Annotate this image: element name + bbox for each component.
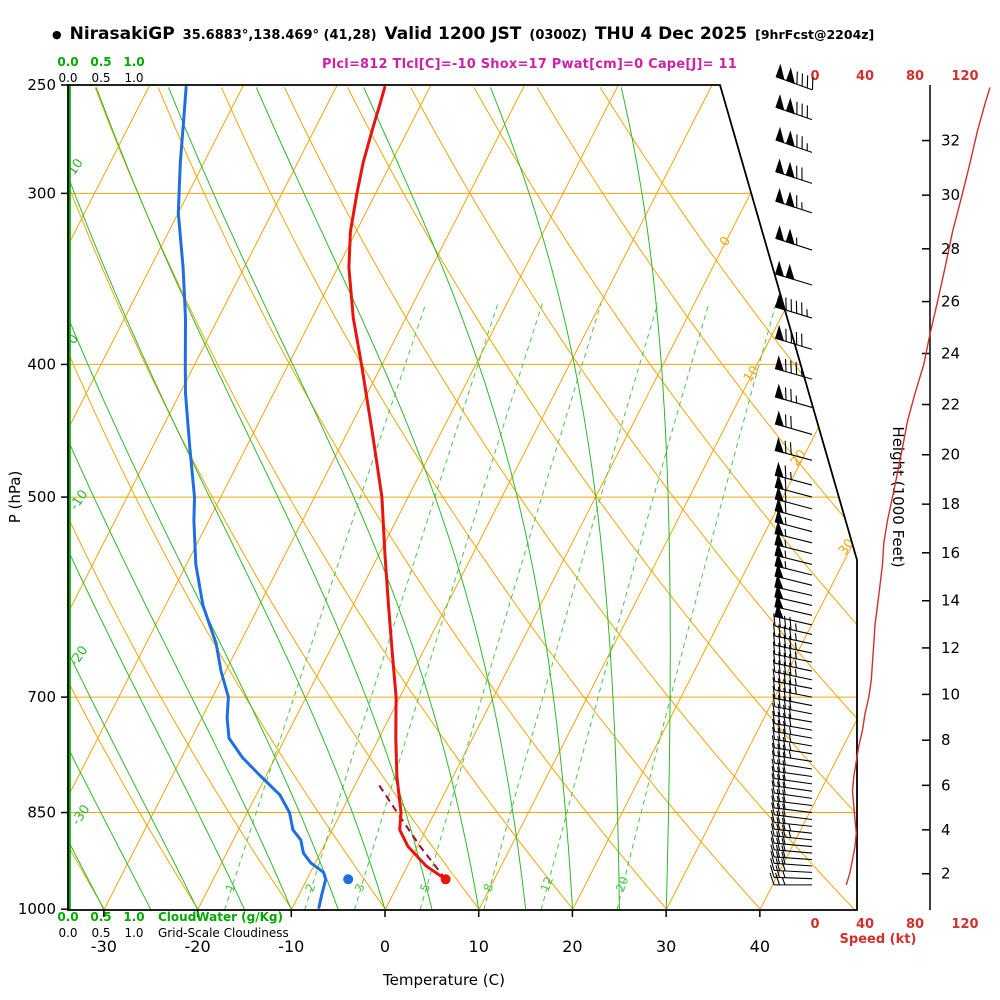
mixing-ratio-label: 5 [417, 882, 433, 894]
mixing-ratio-label: 8 [481, 882, 497, 894]
title-bar: ● NirasakiGP 35.6883°,138.469° (41,28) V… [52, 24, 874, 44]
height-tick-label: 8 [941, 731, 951, 749]
speed-axis-title: Speed (kt) [840, 932, 917, 947]
temperature-tick-label: -20 [185, 937, 211, 956]
height-tick-label: 14 [941, 592, 960, 610]
cloudwater-scale-tick: 0.5 [90, 910, 111, 924]
height-tick-label: 4 [941, 821, 951, 839]
mixing-ratio-label: 3 [352, 882, 368, 894]
surface-dewpoint-dot [343, 874, 354, 885]
cloudiness-scale-tick: 0.0 [58, 926, 77, 940]
cloudiness-scale-tick: 1.0 [124, 926, 143, 940]
cloudiness-scale-tick: 0.0 [58, 71, 77, 85]
height-tick-label: 2 [941, 865, 951, 883]
temperature-tick-label: 40 [750, 937, 770, 956]
mixing-ratio-label: 2 [303, 882, 319, 894]
pressure-tick-label: 850 [27, 804, 56, 822]
height-tick-label: 20 [941, 446, 960, 464]
isotherm-label: 30 [836, 536, 858, 558]
pressure-tick-label: 700 [27, 688, 56, 706]
cloudwater-scale-tick: 0.0 [57, 910, 78, 924]
cloudiness-scale-tick: 0.5 [91, 71, 110, 85]
cloudiness-scale-tick: 0.5 [91, 926, 110, 940]
theta-label: -30 [69, 802, 93, 828]
speed-tick-label: 0 [810, 69, 819, 84]
surface-temperature-dot [440, 874, 451, 885]
height-tick-label: 18 [941, 495, 960, 513]
stability-parameters: Plcl=812 Tlcl[C]=-10 Shox=17 Pwat[cm]=0 … [322, 57, 737, 72]
station-name: NirasakiGP [69, 24, 175, 44]
plot-border [67, 84, 858, 911]
temperature-tick-label: 0 [380, 937, 390, 956]
pressure-tick-label: 250 [27, 76, 56, 94]
temperature-tick-label: 30 [656, 937, 676, 956]
pressure-tick-label: 300 [27, 184, 56, 202]
isotherm-label: 0 [717, 234, 734, 249]
station-marker-icon: ● [52, 27, 62, 41]
speed-tick-label: 120 [951, 69, 978, 84]
station-coordinates: 35.6883°,138.469° (41,28) [182, 28, 377, 43]
temperature-curve [347, 85, 448, 881]
speed-tick-label: 0 [810, 917, 819, 932]
pressure-tick-label: 400 [27, 355, 56, 373]
cloudwater-scale-tick: 1.0 [123, 55, 144, 69]
cloudiness-scale-tick: 1.0 [124, 71, 143, 85]
cloudwater-scale-tick: 0.0 [57, 55, 78, 69]
height-tick-label: 32 [941, 132, 960, 150]
mixing-ratio-label: 20 [613, 875, 631, 894]
dewpoint-curve [176, 85, 328, 909]
height-tick-label: 10 [941, 685, 960, 703]
temperature-tick-label: 20 [562, 937, 582, 956]
cloudwater-scale-tick: 0.5 [90, 55, 111, 69]
speed-tick-label: 120 [951, 917, 978, 932]
speed-tick-label: 80 [906, 917, 924, 932]
height-tick-label: 30 [941, 186, 960, 204]
cloudwater-axis-title: CloudWater (g/Kg) [158, 910, 283, 924]
pressure-tick-label: 500 [27, 488, 56, 506]
height-tick-label: 12 [941, 639, 960, 657]
mixing-ratio-label: 1 [223, 882, 239, 894]
temperature-tick-label: -10 [278, 937, 304, 956]
height-tick-label: 24 [941, 344, 960, 362]
height-tick-label: 28 [941, 240, 960, 258]
cloudiness-axis-title: Grid-Scale Cloudiness [158, 926, 289, 940]
temperature-axis-title: Temperature (C) [382, 971, 505, 989]
height-axis-title: Height (1000 Feet) [889, 426, 907, 567]
wind-barbs [769, 63, 814, 886]
temperature-tick-label: 10 [469, 937, 489, 956]
height-tick-label: 16 [941, 544, 960, 562]
pressure-tick-label: 1000 [18, 900, 56, 918]
valid-date: THU 4 Dec 2025 [594, 24, 748, 44]
mixing-ratio-label: 12 [538, 875, 556, 894]
speed-tick-label: 80 [906, 69, 924, 84]
speed-tick-label: 40 [856, 69, 874, 84]
height-tick-label: 26 [941, 293, 960, 311]
cloudwater-scale-tick: 1.0 [123, 910, 144, 924]
height-tick-label: 6 [941, 776, 951, 794]
valid-z-time: (0300Z) [529, 28, 587, 43]
valid-time: Valid 1200 JST [384, 24, 522, 44]
temperature-tick-label: -30 [91, 937, 117, 956]
height-tick-label: 22 [941, 396, 960, 414]
background-grid [68, 85, 857, 910]
forecast-lead-time: [9hrFcst@2204z] [755, 27, 875, 42]
parcel-path [378, 784, 447, 880]
isotherm-label: 10 [741, 363, 763, 385]
wind-speed-curve [845, 87, 991, 886]
speed-tick-label: 40 [856, 917, 874, 932]
pressure-axis-title: P (hPa) [6, 471, 24, 524]
